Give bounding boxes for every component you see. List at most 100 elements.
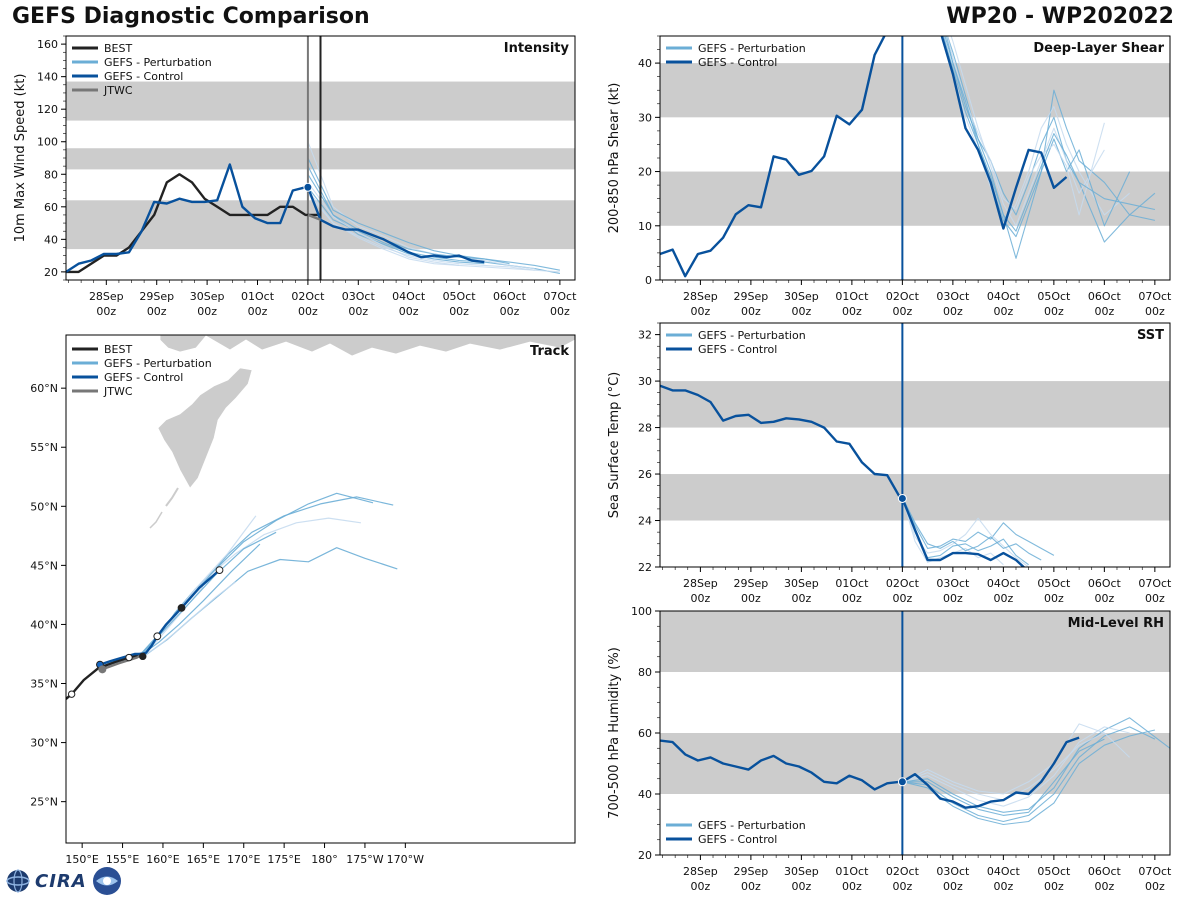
x-tick-date-label: 05Oct <box>443 290 477 303</box>
intensity-plot-area <box>66 36 575 280</box>
lat-tick-label: 30°N <box>30 737 58 750</box>
map-frame <box>65 334 576 844</box>
threshold-band <box>660 63 1170 118</box>
control-track-marker <box>215 566 224 574</box>
intensity-panel: 20 40 60 80 100 120 140 160 28Sep 00z 29Sep 00z 30Se… <box>13 35 577 318</box>
control-init-marker <box>897 493 907 503</box>
lon-tick-label: 170°E <box>227 853 260 866</box>
x-tick-date-label: 05Oct <box>1037 865 1071 878</box>
page-title: GEFS Diagnostic Comparison <box>12 4 370 29</box>
perturbation-track-line <box>102 496 394 667</box>
sst-panel: 22 24 26 28 30 32 28Sep 00z 29Sep 00z 30Sep 00z 01Oc… <box>607 322 1172 605</box>
y-tick-label: 100 <box>37 136 58 149</box>
y-tick-label: 80 <box>44 168 58 181</box>
panel-title: SST <box>1137 328 1164 343</box>
x-tick-hour-label: 00z <box>993 592 1013 605</box>
y-tick-label: 22 <box>638 561 652 574</box>
x-tick-hour-label: 00z <box>791 592 811 605</box>
x-tick-date-label: 02Oct <box>886 577 920 590</box>
y-tick-label: 32 <box>638 329 652 342</box>
best-track-marker <box>125 653 133 662</box>
x-tick-hour-label: 00z <box>943 880 963 893</box>
lon-tick-label: 180° <box>311 853 338 866</box>
x-tick-hour-label: 00z <box>197 305 217 318</box>
y-tick-label: 60 <box>638 727 652 740</box>
x-tick-date-label: 05Oct <box>1037 577 1071 590</box>
lon-tick-label: 150°E <box>65 853 98 866</box>
best-track-marker <box>139 652 147 661</box>
island-chain <box>165 487 179 507</box>
x-tick-date-label: 28Sep <box>683 577 718 590</box>
perturbation-member-line <box>946 36 1156 243</box>
control-track-marker <box>177 604 186 612</box>
sst-plot-area <box>660 323 1170 567</box>
x-tick-date-label: 30Sep <box>784 290 819 303</box>
legend-label: GEFS - Control <box>104 371 183 384</box>
panel-title: Mid-Level RH <box>1068 616 1164 631</box>
x-tick-date-label: 01Oct <box>835 290 869 303</box>
y-tick-label: 60 <box>44 201 58 214</box>
lat-tick-label: 40°N <box>30 618 58 631</box>
y-tick-label: 10 <box>638 220 652 233</box>
y-axis-label: 700-500 hPa Humidity (%) <box>607 647 622 819</box>
legend-label: BEST <box>104 42 132 55</box>
perturbation-member-line <box>902 726 1130 807</box>
legend-label: GEFS - Control <box>104 70 183 83</box>
perturbation-member-line <box>307 193 560 273</box>
x-tick-hour-label: 00z <box>741 592 761 605</box>
x-tick-hour-label: 00z <box>842 592 862 605</box>
x-tick-hour-label: 00z <box>842 305 862 318</box>
legend-label: GEFS - Control <box>698 343 777 356</box>
perturbation-member-line <box>901 497 1042 561</box>
threshold-band <box>660 381 1170 428</box>
y-tick-label: 140 <box>37 71 58 84</box>
x-tick-date-label: 02Oct <box>886 290 920 303</box>
x-tick-date-label: 01Oct <box>241 290 275 303</box>
lon-tick-label: 170°W <box>387 853 424 866</box>
legend-label: BEST <box>104 343 132 356</box>
x-tick-hour-label: 00z <box>892 880 912 893</box>
perturbation-member-line <box>307 165 561 271</box>
y-tick-label: 0 <box>645 274 652 287</box>
control-init-marker <box>303 182 313 192</box>
x-tick-date-label: 28Sep <box>89 290 124 303</box>
legend-label: GEFS - Perturbation <box>698 42 806 55</box>
perturbation-member-line <box>307 182 535 271</box>
track-map-area <box>66 335 575 700</box>
x-tick-date-label: 29Sep <box>139 290 174 303</box>
x-tick-hour-label: 00z <box>892 305 912 318</box>
x-tick-date-label: 28Sep <box>683 290 718 303</box>
x-tick-hour-label: 00z <box>1094 880 1114 893</box>
perturbation-member-line <box>307 174 485 265</box>
control-init-marker <box>897 777 907 787</box>
x-tick-hour-label: 00z <box>791 880 811 893</box>
x-tick-date-label: 01Oct <box>835 577 869 590</box>
panel-title: Intensity <box>504 41 570 56</box>
x-tick-hour-label: 00z <box>1094 592 1114 605</box>
best-track-line <box>66 173 318 274</box>
x-tick-hour-label: 00z <box>449 305 469 318</box>
threshold-band <box>660 171 1170 226</box>
x-tick-date-label: 07Oct <box>1138 865 1172 878</box>
x-tick-hour-label: 00z <box>943 305 963 318</box>
lat-tick-label: 60°N <box>30 382 58 395</box>
perturbation-member-line <box>902 717 1170 813</box>
lat-tick-label: 45°N <box>30 559 58 572</box>
legend-label: JTWC <box>103 385 133 398</box>
x-tick-hour-label: 00z <box>791 305 811 318</box>
x-tick-date-label: 05Oct <box>1037 290 1071 303</box>
perturbation-member-line <box>902 723 1130 795</box>
lat-tick-label: 55°N <box>30 441 58 454</box>
control-line <box>660 736 1080 809</box>
x-tick-hour-label: 00z <box>96 305 116 318</box>
rh-panel: 20 40 60 80 100 28Sep 00z 29Sep 00z 30Sep 00z 01Oct… <box>607 605 1172 893</box>
lat-tick-label: 25°N <box>30 796 58 809</box>
control-line <box>660 384 1026 567</box>
jtwc-track-marker <box>98 665 107 674</box>
y-tick-label: 24 <box>638 515 652 528</box>
perturbation-member-line <box>944 36 1156 232</box>
lon-tick-label: 175°E <box>267 853 300 866</box>
x-tick-hour-label: 00z <box>1044 592 1064 605</box>
x-tick-date-label: 07Oct <box>543 290 577 303</box>
control-line <box>660 36 1068 278</box>
